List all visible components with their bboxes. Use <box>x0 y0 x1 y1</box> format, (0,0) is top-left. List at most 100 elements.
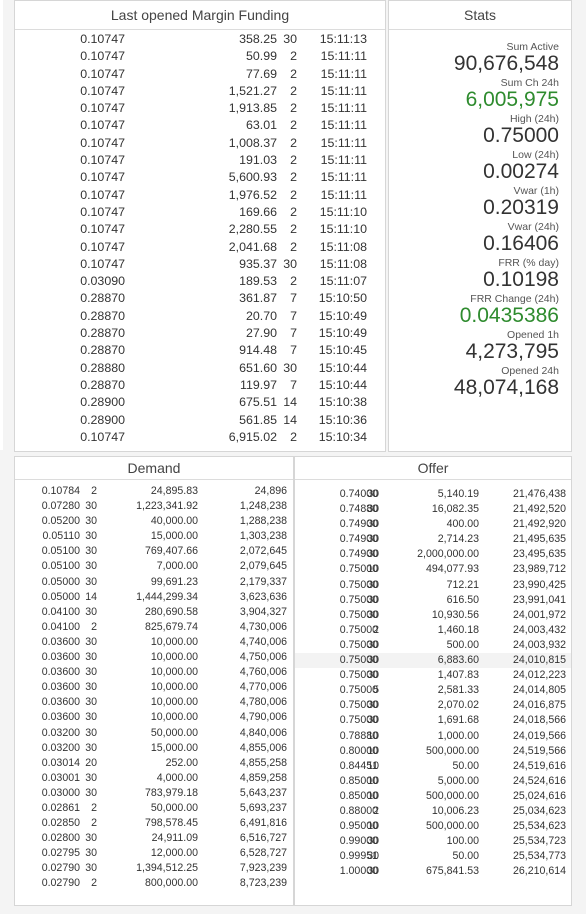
amount-cell: 358.25 <box>239 32 277 46</box>
funding-row[interactable]: 0.03090 189.53 2 15:11:07 <box>15 273 385 290</box>
order-row[interactable]: 0.05200 30 40,000.00 1,288,238 <box>15 514 293 529</box>
funding-row[interactable]: 0.10747 6,915.02 2 15:10:34 <box>15 429 385 446</box>
cumulative-cell: 24,019,566 <box>512 729 566 742</box>
funding-row[interactable]: 0.10747 358.25 30 15:11:13 <box>15 31 385 48</box>
order-row[interactable]: 0.03600 30 10,000.00 4,760,006 <box>15 665 293 680</box>
order-row[interactable]: 0.03200 30 50,000.00 4,840,006 <box>15 726 293 741</box>
amount-cell: 825,679.74 <box>144 620 198 633</box>
order-row[interactable]: 0.02861 2 50,000.00 5,693,237 <box>15 801 293 816</box>
period-cell: 30 <box>367 593 379 606</box>
order-row[interactable]: 0.75000 30 1,691.68 24,018,566 <box>295 713 571 728</box>
order-row[interactable]: 0.02795 30 12,000.00 6,528,727 <box>15 846 293 861</box>
amount-cell: 5,600.93 <box>228 170 277 185</box>
funding-row[interactable]: 0.10747 169.66 2 15:11:10 <box>15 204 385 221</box>
order-row[interactable]: 0.05100 30 769,407.66 2,072,645 <box>15 544 293 559</box>
funding-row[interactable]: 0.10747 2,041.68 2 15:11:08 <box>15 239 385 256</box>
cumulative-cell: 6,491,816 <box>239 817 287 830</box>
amount-cell: 252.00 <box>165 756 198 769</box>
margin-funding-list[interactable]: 0.10747 358.25 30 15:11:13 0.10747 50.99 2 15:1… <box>15 31 385 446</box>
order-row[interactable]: 0.74000 30 5,140.19 21,476,438 <box>295 487 571 502</box>
funding-row[interactable]: 0.10747 2,280.55 2 15:11:10 <box>15 221 385 238</box>
period-cell: 30 <box>283 32 297 46</box>
order-row[interactable]: 0.03000 30 783,979.18 5,643,237 <box>15 786 293 801</box>
period-cell: 7 <box>290 291 297 306</box>
funding-row[interactable]: 0.28870 20.70 7 15:10:49 <box>15 308 385 325</box>
rate-cell: 0.04100 <box>41 605 80 618</box>
funding-row[interactable]: 0.10747 1,521.27 2 15:11:11 <box>15 83 385 100</box>
rate-cell: 0.10747 <box>80 239 125 254</box>
order-row[interactable]: 0.02850 2 798,578.45 6,491,816 <box>15 816 293 831</box>
order-row[interactable]: 0.75000 30 6,883.60 24,010,815 <box>295 653 571 669</box>
order-row[interactable]: 0.75000 30 712.21 23,990,425 <box>295 578 571 593</box>
order-row[interactable]: 0.99951 30 50.00 25,534,773 <box>295 849 571 864</box>
order-row[interactable]: 0.03600 30 10,000.00 4,780,006 <box>15 695 293 710</box>
order-row[interactable]: 0.03200 30 15,000.00 4,855,006 <box>15 741 293 756</box>
funding-row[interactable]: 0.28900 561.85 14 15:10:36 <box>15 412 385 429</box>
order-row[interactable]: 0.03001 30 4,000.00 4,859,258 <box>15 771 293 786</box>
order-row[interactable]: 0.03600 30 10,000.00 4,740,006 <box>15 635 293 650</box>
offer-order-list[interactable]: 0.74000 30 5,140.19 21,476,438 0.74880 30 16,0… <box>295 487 571 879</box>
order-row[interactable]: 0.05000 30 99,691.23 2,179,337 <box>15 575 293 590</box>
funding-row[interactable]: 0.28870 914.48 7 15:10:45 <box>15 342 385 359</box>
order-row[interactable]: 1.00000 30 675,841.53 26,210,614 <box>295 864 571 879</box>
order-row[interactable]: 0.05000 14 1,444,299.34 3,623,636 <box>15 590 293 605</box>
order-row[interactable]: 0.04100 30 280,690.58 3,904,327 <box>15 605 293 620</box>
funding-row[interactable]: 0.10747 191.03 2 15:11:11 <box>15 152 385 169</box>
order-row[interactable]: 0.03600 30 10,000.00 4,770,006 <box>15 680 293 695</box>
rate-cell: 0.02861 <box>41 801 80 814</box>
order-row[interactable]: 0.02790 30 1,394,512.25 7,923,239 <box>15 861 293 876</box>
order-row[interactable]: 0.75000 30 1,407.83 24,012,223 <box>295 668 571 683</box>
funding-row[interactable]: 0.28870 27.90 7 15:10:49 <box>15 325 385 342</box>
funding-row[interactable]: 0.10747 5,600.93 2 15:11:11 <box>15 169 385 186</box>
order-row[interactable]: 0.10784 2 24,895.83 24,896 <box>15 484 293 499</box>
order-row[interactable]: 0.74880 30 16,082.35 21,492,520 <box>295 502 571 517</box>
funding-row[interactable]: 0.28880 651.60 30 15:10:44 <box>15 360 385 377</box>
amount-cell: 119.97 <box>240 377 277 392</box>
order-row[interactable]: 0.75000 2 1,460.18 24,003,432 <box>295 623 571 638</box>
order-row[interactable]: 0.78880 10 1,000.00 24,019,566 <box>295 729 571 744</box>
order-row[interactable]: 0.85000 10 500,000.00 25,024,616 <box>295 789 571 804</box>
order-row[interactable]: 0.04100 2 825,679.74 4,730,006 <box>15 620 293 635</box>
order-row[interactable]: 0.88000 2 10,006.23 25,034,623 <box>295 804 571 819</box>
order-row[interactable]: 0.75000 30 10,930.56 24,001,972 <box>295 608 571 623</box>
order-row[interactable]: 0.75000 30 616.50 23,991,041 <box>295 593 571 608</box>
order-row[interactable]: 0.03014 20 252.00 4,855,258 <box>15 756 293 771</box>
cumulative-cell: 24,519,616 <box>512 759 566 772</box>
order-row[interactable]: 0.85000 10 5,000.00 24,524,616 <box>295 774 571 789</box>
funding-row[interactable]: 0.28870 119.97 7 15:10:44 <box>15 377 385 394</box>
order-row[interactable]: 0.75000 5 2,581.33 24,014,805 <box>295 683 571 698</box>
funding-row[interactable]: 0.10747 935.37 30 15:11:08 <box>15 256 385 273</box>
order-row[interactable]: 0.02800 30 24,911.09 6,516,727 <box>15 831 293 846</box>
order-row[interactable]: 0.74900 30 2,000,000.00 23,495,635 <box>295 547 571 562</box>
order-row[interactable]: 0.03600 30 10,000.00 4,750,006 <box>15 650 293 665</box>
period-cell: 30 <box>367 835 379 848</box>
order-row[interactable]: 0.75000 30 2,070.02 24,016,875 <box>295 698 571 713</box>
funding-row[interactable]: 0.28900 675.51 14 15:10:38 <box>15 394 385 411</box>
order-row[interactable]: 0.03600 30 10,000.00 4,790,006 <box>15 710 293 725</box>
funding-row[interactable]: 0.10747 50.99 2 15:11:11 <box>15 48 385 65</box>
order-row[interactable]: 0.05100 30 7,000.00 2,079,645 <box>15 559 293 574</box>
funding-row[interactable]: 0.10747 1,976.52 2 15:11:11 <box>15 187 385 204</box>
order-row[interactable]: 0.07280 30 1,223,341.92 1,248,238 <box>15 499 293 514</box>
funding-row[interactable]: 0.10747 1,913.85 2 15:11:11 <box>15 100 385 117</box>
time-cell: 15:11:08 <box>319 239 367 254</box>
order-row[interactable]: 0.74900 30 2,714.23 21,495,635 <box>295 532 571 547</box>
funding-row[interactable]: 0.10747 1,008.37 2 15:11:11 <box>15 135 385 152</box>
order-row[interactable]: 0.02790 2 800,000.00 8,723,239 <box>15 876 293 891</box>
order-row[interactable]: 0.99000 30 100.00 25,534,723 <box>295 834 571 849</box>
order-row[interactable]: 0.74900 30 400.00 21,492,920 <box>295 517 571 532</box>
order-row[interactable]: 0.84451 10 50.00 24,519,616 <box>295 759 571 774</box>
order-row[interactable]: 0.05110 30 15,000.00 1,303,238 <box>15 529 293 544</box>
order-row[interactable]: 0.80000 10 500,000.00 24,519,566 <box>295 744 571 759</box>
demand-order-list[interactable]: 0.10784 2 24,895.83 24,896 0.07280 30 1,223,34… <box>15 484 293 892</box>
order-row[interactable]: 0.75000 10 494,077.93 23,989,712 <box>295 562 571 577</box>
order-row[interactable]: 0.75000 30 500.00 24,003,932 <box>295 638 571 653</box>
period-cell: 2 <box>373 623 379 636</box>
funding-row[interactable]: 0.10747 77.69 2 15:11:11 <box>15 66 385 83</box>
demand-title: Demand <box>15 457 293 480</box>
cumulative-cell: 2,079,645 <box>239 560 287 573</box>
order-row[interactable]: 0.95000 10 500,000.00 25,534,623 <box>295 819 571 834</box>
funding-row[interactable]: 0.28870 361.87 7 15:10:50 <box>15 290 385 307</box>
funding-row[interactable]: 0.10747 63.01 2 15:11:11 <box>15 117 385 134</box>
period-cell: 30 <box>367 503 379 516</box>
